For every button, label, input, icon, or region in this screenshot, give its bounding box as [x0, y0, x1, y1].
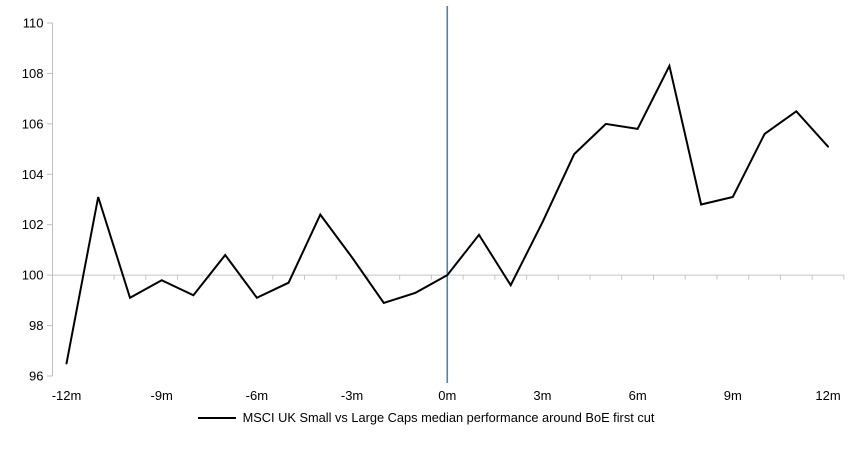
legend-label: MSCI UK Small vs Large Caps median perfo… — [242, 410, 655, 425]
y-axis-line — [47, 22, 53, 377]
y-axis-tick-label: 110 — [23, 16, 44, 31]
x-axis-tick-label: 3m — [533, 388, 551, 403]
x-axis-labels: -12m -9m -6m -3m 0m 3m 6m 9m 12m — [52, 388, 841, 403]
x-axis-tick-label: 0m — [438, 388, 456, 403]
y-axis-tick-label: 108 — [22, 66, 44, 81]
y-axis-labels: 96 98 100 102 104 106 108 110 — [22, 16, 44, 384]
baseline-100-line — [52, 274, 845, 280]
x-axis-tick-label: -12m — [52, 388, 82, 403]
y-axis-tick-label: 100 — [22, 268, 44, 283]
y-axis-tick-label: 102 — [22, 217, 44, 232]
y-axis-tick-label: 104 — [22, 167, 44, 182]
y-axis-tick-label: 106 — [22, 116, 44, 131]
legend: MSCI UK Small vs Large Caps median perfo… — [0, 410, 852, 425]
x-axis-tick-label: 9m — [724, 388, 742, 403]
y-axis-tick-label: 98 — [29, 318, 43, 333]
x-axis-tick-label: -6m — [246, 388, 268, 403]
y-axis-tick-label: 96 — [29, 369, 43, 384]
legend-line-sample — [197, 416, 236, 419]
x-axis-tick-label: 12m — [815, 388, 840, 403]
series-line — [65, 62, 829, 365]
x-axis-tick-label: -3m — [341, 388, 363, 403]
x-axis-tick-label: -9m — [150, 388, 172, 403]
x-axis-tick-label: 6m — [629, 388, 647, 403]
